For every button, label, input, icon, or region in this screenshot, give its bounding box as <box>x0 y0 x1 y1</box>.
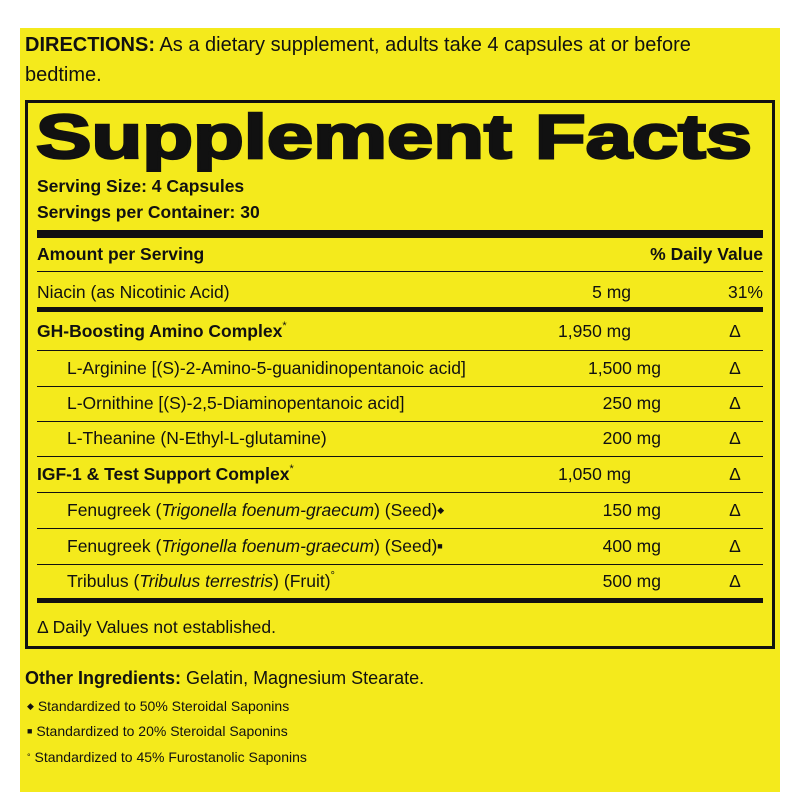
title-svg: Supplement Facts <box>35 106 753 172</box>
row-name: IGF-1 & Test Support Complex <box>37 464 290 484</box>
row-mark: * <box>289 463 294 475</box>
footnote-symbol: ◆ <box>27 701 34 711</box>
nutrient-row: Fenugreek (Trigonella foenum-graecum) (S… <box>37 535 793 557</box>
nutrient-row: L-Arginine [(S)-2-Amino-5-guanidinopenta… <box>37 357 793 379</box>
row-dv: Δ <box>729 536 741 556</box>
row-amount: 500 mg <box>602 571 661 591</box>
row-amount: 250 mg <box>602 393 661 413</box>
row-amount: 1,500 mg <box>588 358 661 378</box>
row-dv: Δ <box>729 358 741 378</box>
other-ingredients-text: Gelatin, Magnesium Stearate. <box>186 668 425 688</box>
rule <box>37 528 763 529</box>
header-amount: Amount per Serving <box>37 244 205 264</box>
label-panel <box>20 28 780 792</box>
rule <box>37 456 763 457</box>
thick-rule <box>37 230 763 238</box>
footnote: ■ Standardized to 20% Steroidal Saponins <box>27 722 288 740</box>
rule <box>37 492 763 493</box>
directions-label: DIRECTIONS: <box>25 34 155 56</box>
header-row: Amount per Serving % Daily Value <box>37 243 763 265</box>
row-amount: 1,050 mg <box>558 464 631 484</box>
facts-title: Supplement Facts <box>36 106 752 172</box>
facts-box <box>25 100 775 649</box>
row-name: L-Arginine [(S)-2-Amino-5-guanidinopenta… <box>67 358 466 378</box>
row-amount: 5 mg <box>592 282 631 302</box>
nutrient-row: IGF-1 & Test Support Complex* 1,050 mg Δ <box>37 463 763 485</box>
footnote-text: Standardized to 50% Steroidal Saponins <box>37 698 290 714</box>
row-name: Fenugreek ( <box>67 500 162 520</box>
row-mark: * <box>282 320 287 332</box>
rule <box>37 350 763 351</box>
row-name: GH-Boosting Amino Complex <box>37 321 283 341</box>
footnote-text: Standardized to 20% Steroidal Saponins <box>36 723 288 739</box>
directions: DIRECTIONS: As a dietary supplement, adu… <box>25 30 765 90</box>
row-mark: ° <box>330 570 335 582</box>
footnote: ° Standardized to 45% Furostanolic Sapon… <box>27 748 307 766</box>
row-mark: ■ <box>437 541 443 551</box>
row-dv: Δ <box>729 500 741 520</box>
row-name: Tribulus ( <box>67 571 140 591</box>
footnote-symbol: ° <box>27 752 31 762</box>
row-dv: Δ <box>729 464 741 484</box>
row-latin: Tribulus terrestris <box>139 571 274 591</box>
row-name-end: ) (Seed) <box>374 500 438 520</box>
row-amount: 200 mg <box>602 428 661 448</box>
footnote-symbol: ■ <box>27 726 33 736</box>
facts-footnote: Δ Daily Values not established. <box>37 617 277 637</box>
row-dv: Δ <box>729 321 741 341</box>
row-dv: 31% <box>727 282 763 302</box>
nutrient-row: L-Theanine (N-Ethyl-L-glutamine) 200 mg Δ <box>37 427 793 449</box>
directions-text: As a dietary supplement, adults take 4 c… <box>25 34 691 86</box>
other-ingredients-label: Other Ingredients: <box>25 668 182 688</box>
row-mark: ◆ <box>437 505 445 515</box>
row-latin: Trigonella foenum-graecum <box>161 536 375 556</box>
thick-rule <box>37 598 763 603</box>
thick-rule <box>37 307 763 312</box>
nutrient-row: GH-Boosting Amino Complex* 1,950 mg Δ <box>37 320 763 342</box>
nutrient-row: Fenugreek (Trigonella foenum-graecum) (S… <box>37 499 793 521</box>
row-dv: Δ <box>729 428 741 448</box>
row-name-end: ) (Seed) <box>374 536 438 556</box>
footnote: ◆ Standardized to 50% Steroidal Saponins <box>27 697 289 715</box>
row-name: Niacin (as Nicotinic Acid) <box>37 282 230 302</box>
row-latin: Trigonella foenum-graecum <box>161 500 375 520</box>
row-dv: Δ <box>729 393 741 413</box>
nutrient-row: Niacin (as Nicotinic Acid) 5 mg 31% <box>37 281 763 303</box>
row-amount: 150 mg <box>602 500 661 520</box>
header-dv: % Daily Value <box>650 244 763 264</box>
row-dv: Δ <box>729 571 741 591</box>
serving-size: Serving Size: 4 Capsules <box>37 176 245 196</box>
row-name-end: ) (Fruit) <box>273 571 331 591</box>
rule <box>37 386 763 387</box>
row-name: Fenugreek ( <box>67 536 162 556</box>
rule <box>37 564 763 565</box>
footnote-text: Standardized to 45% Furostanolic Saponin… <box>34 749 307 765</box>
servings-per-container: Servings per Container: 30 <box>37 202 260 222</box>
row-amount: 400 mg <box>602 536 661 556</box>
nutrient-row: Tribulus (Tribulus terrestris) (Fruit)° 5… <box>37 570 793 592</box>
row-amount: 1,950 mg <box>558 321 631 341</box>
rule <box>37 271 763 272</box>
row-name: L-Theanine (N-Ethyl-L-glutamine) <box>67 428 327 448</box>
nutrient-row: L-Ornithine [(S)-2,5-Diaminopentanoic ac… <box>37 392 793 414</box>
rule <box>37 421 763 422</box>
other-ingredients: Other Ingredients: Gelatin, Magnesium St… <box>25 666 424 690</box>
row-name: L-Ornithine [(S)-2,5-Diaminopentanoic ac… <box>67 393 405 413</box>
